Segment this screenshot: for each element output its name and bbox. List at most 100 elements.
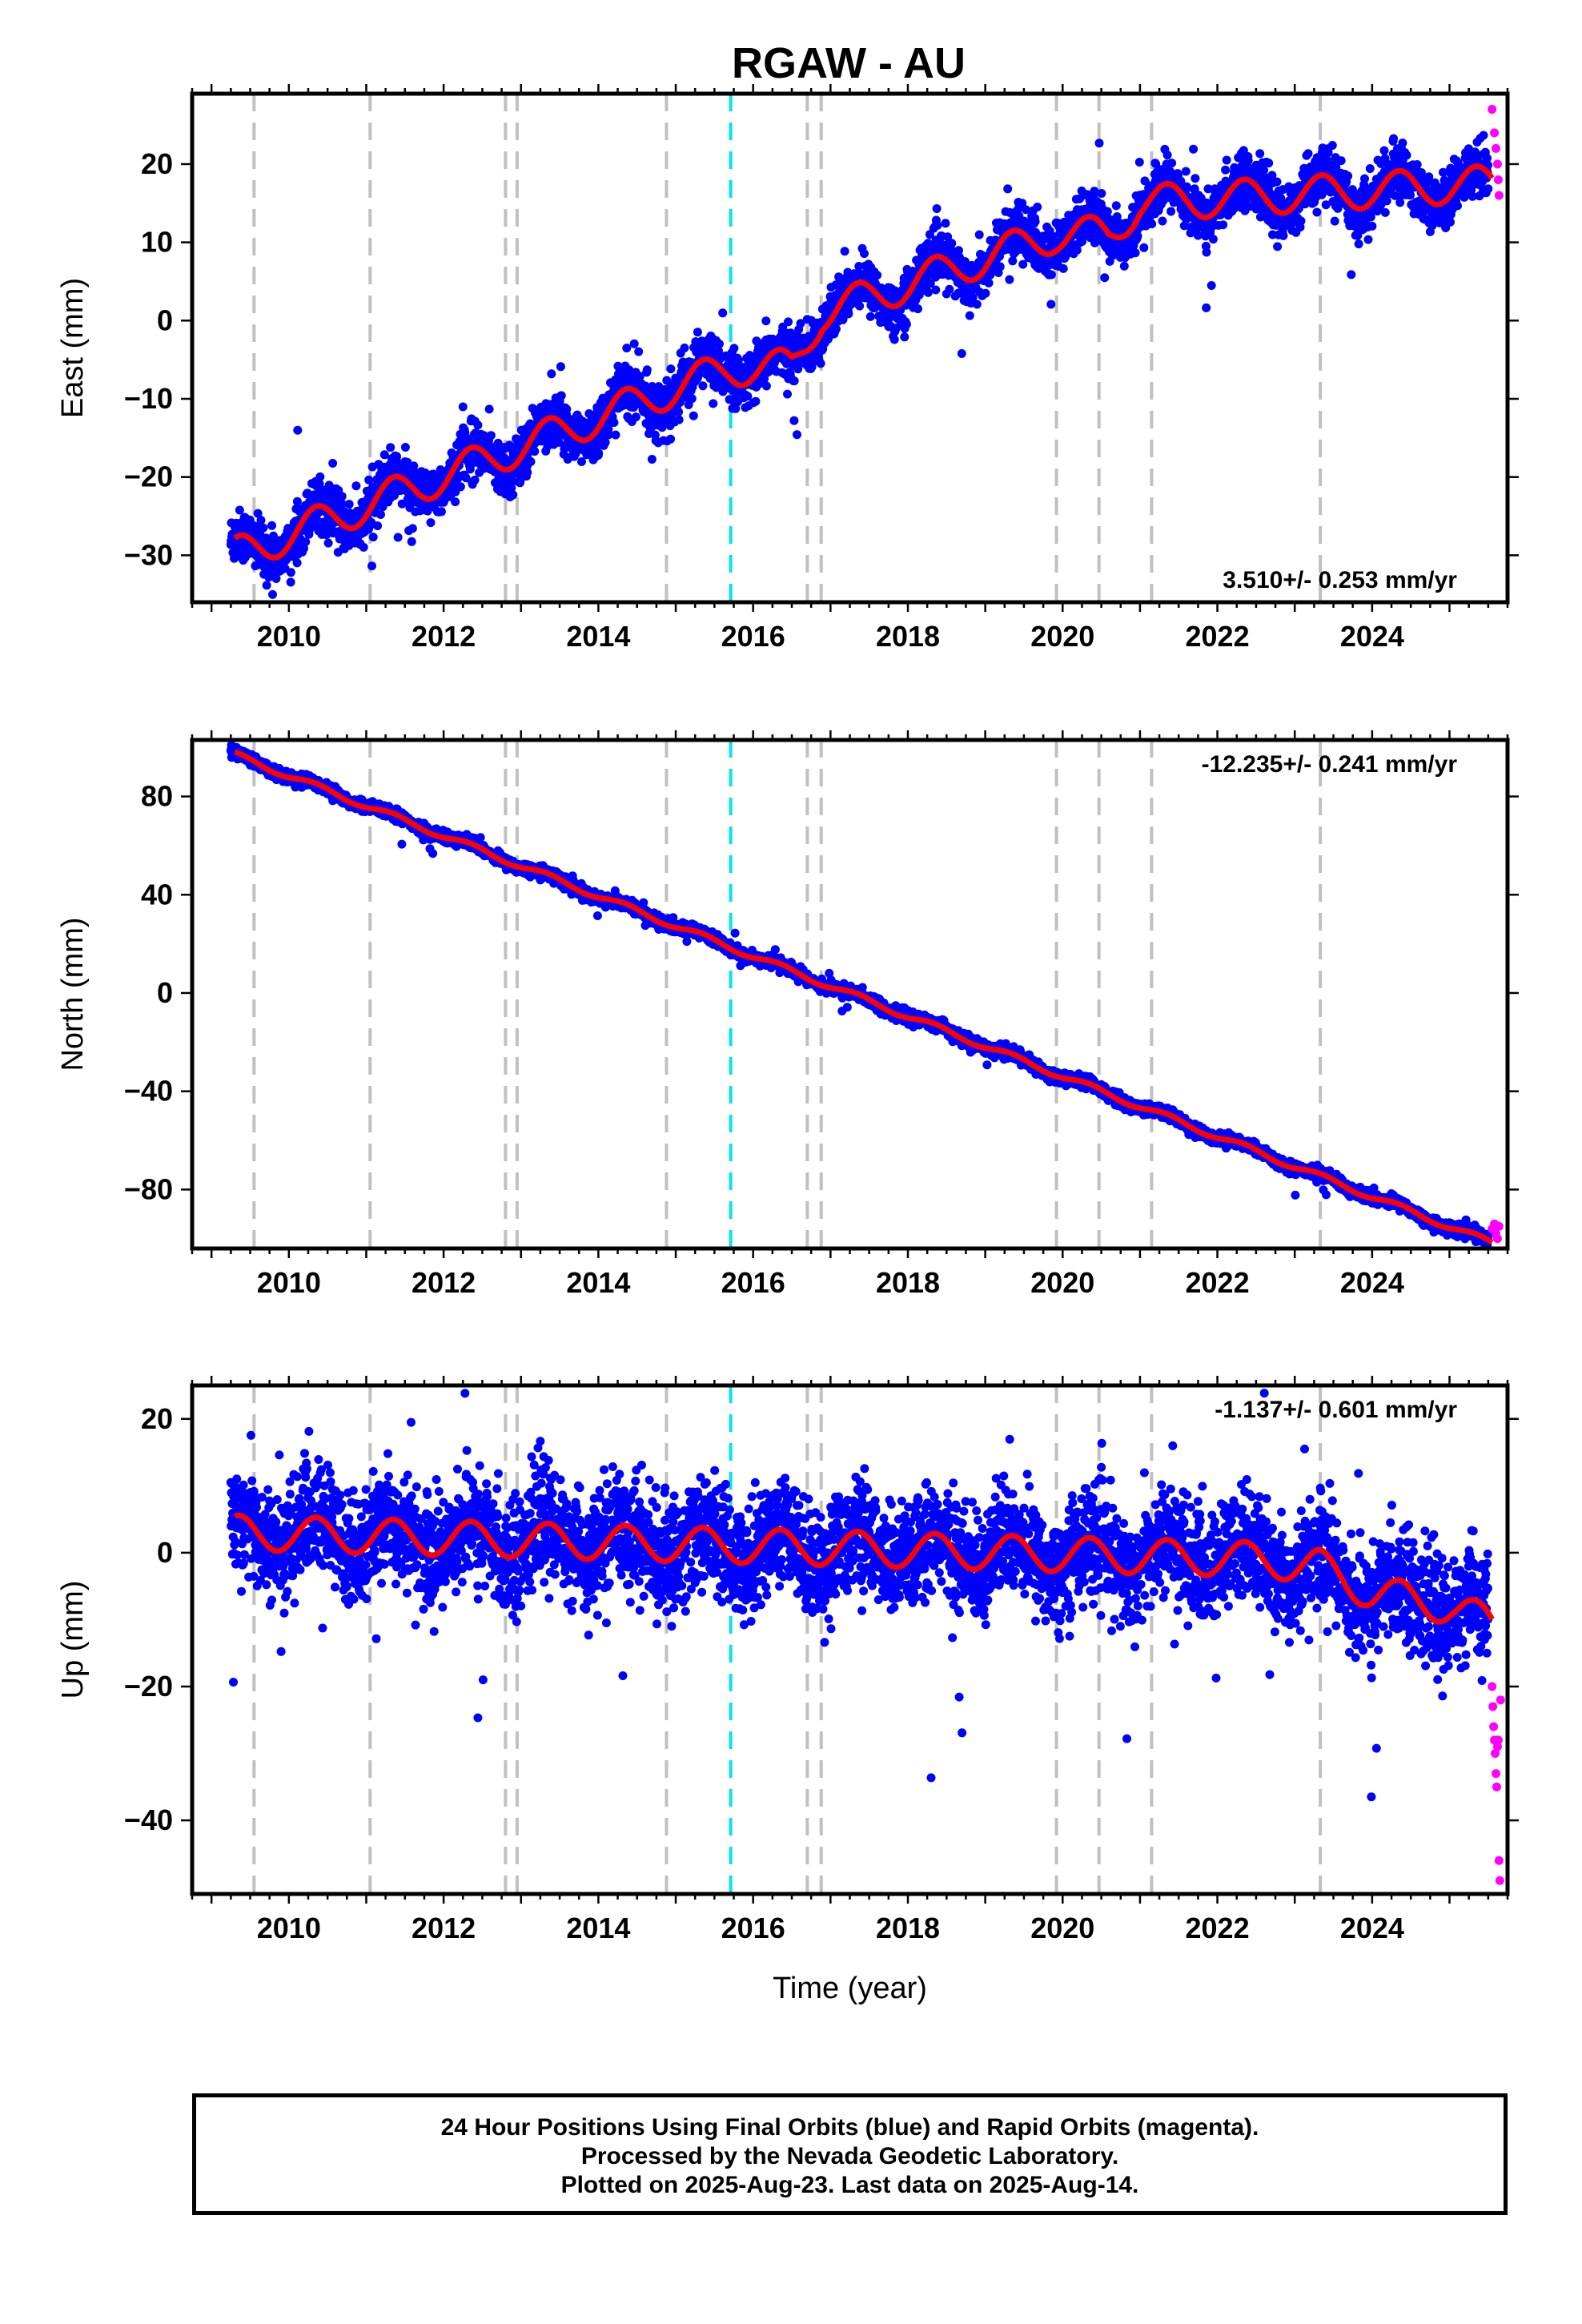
data-point bbox=[761, 381, 771, 391]
data-point bbox=[1008, 256, 1018, 266]
data-point bbox=[261, 533, 271, 543]
data-point bbox=[984, 278, 994, 287]
data-point bbox=[1221, 165, 1231, 175]
data-point bbox=[1147, 219, 1157, 229]
data-point bbox=[562, 404, 572, 414]
data-point bbox=[1446, 217, 1455, 227]
data-point bbox=[1191, 174, 1200, 183]
data-point bbox=[715, 340, 724, 348]
data-point bbox=[376, 510, 385, 519]
data-point bbox=[286, 568, 295, 577]
data-point bbox=[622, 344, 632, 353]
data-point bbox=[1097, 189, 1106, 198]
data-point bbox=[1167, 159, 1177, 168]
data-point bbox=[235, 505, 244, 515]
data-point bbox=[577, 457, 586, 466]
data-point bbox=[1398, 139, 1407, 147]
data-point bbox=[733, 356, 743, 365]
data-point bbox=[914, 291, 924, 300]
data-point bbox=[368, 533, 378, 542]
data-point bbox=[1255, 149, 1265, 159]
data-point bbox=[547, 369, 556, 379]
data-point bbox=[556, 391, 566, 400]
data-point bbox=[629, 339, 639, 348]
data-point bbox=[923, 287, 933, 297]
data-point bbox=[873, 271, 882, 280]
data-point bbox=[1046, 270, 1056, 279]
data-point bbox=[1018, 259, 1028, 269]
data-point bbox=[403, 457, 412, 467]
data-point bbox=[718, 308, 728, 318]
data-point bbox=[945, 284, 954, 294]
data-point bbox=[968, 292, 978, 302]
data-point bbox=[1402, 151, 1411, 160]
data-point bbox=[426, 518, 436, 528]
data-point bbox=[689, 411, 698, 420]
data-point bbox=[1158, 216, 1167, 226]
data-point bbox=[865, 312, 875, 321]
data-point bbox=[642, 365, 652, 375]
data-point bbox=[1111, 201, 1121, 211]
data-point bbox=[392, 452, 401, 461]
data-point bbox=[631, 412, 640, 422]
data-point bbox=[1208, 235, 1218, 244]
data-point bbox=[745, 351, 754, 360]
data-point bbox=[1395, 198, 1405, 207]
data-point bbox=[1021, 205, 1030, 215]
data-point bbox=[292, 497, 302, 506]
data-point bbox=[337, 492, 347, 501]
data-point bbox=[796, 319, 805, 328]
data-point bbox=[1133, 231, 1142, 241]
data-point bbox=[604, 430, 613, 440]
data-point bbox=[1312, 207, 1322, 217]
data-point bbox=[793, 430, 801, 440]
data-point bbox=[666, 434, 676, 444]
data-point bbox=[698, 381, 708, 391]
data-point bbox=[1058, 263, 1068, 273]
data-point bbox=[271, 574, 281, 583]
data-point bbox=[751, 396, 761, 406]
data-point bbox=[379, 450, 389, 460]
data-point bbox=[1189, 144, 1199, 154]
data-point bbox=[367, 561, 376, 571]
data-point bbox=[889, 335, 899, 344]
rapid-orbit-point bbox=[1494, 191, 1504, 200]
data-point bbox=[364, 475, 374, 485]
data-point bbox=[761, 316, 771, 326]
data-point bbox=[1367, 221, 1377, 231]
data-point bbox=[640, 381, 650, 391]
data-point bbox=[299, 544, 308, 553]
data-point bbox=[1453, 201, 1462, 211]
data-point bbox=[845, 300, 855, 310]
data-point bbox=[530, 447, 540, 456]
data-point bbox=[933, 220, 942, 230]
data-point bbox=[1327, 141, 1337, 150]
data-point bbox=[253, 509, 263, 518]
data-point bbox=[1272, 177, 1282, 187]
data-point bbox=[359, 542, 368, 552]
data-point bbox=[338, 499, 347, 509]
data-point bbox=[256, 516, 266, 525]
data-point bbox=[784, 317, 793, 327]
data-point bbox=[1389, 134, 1399, 143]
data-point bbox=[1003, 184, 1013, 194]
data-point bbox=[1354, 239, 1363, 249]
data-point bbox=[508, 490, 518, 500]
data-point bbox=[1264, 159, 1274, 168]
data-point bbox=[965, 311, 974, 320]
data-point bbox=[268, 589, 277, 599]
data-point bbox=[1279, 231, 1288, 240]
data-point bbox=[900, 332, 909, 342]
chart-title: RGAW - AU bbox=[732, 39, 966, 87]
data-point bbox=[995, 262, 1005, 271]
data-point bbox=[1380, 207, 1390, 217]
data-point bbox=[1343, 171, 1353, 181]
data-point bbox=[611, 430, 620, 440]
data-point bbox=[1219, 220, 1228, 230]
data-point bbox=[844, 309, 853, 319]
data-point bbox=[981, 288, 990, 298]
data-point bbox=[1202, 247, 1211, 257]
data-point bbox=[943, 232, 953, 242]
data-point bbox=[407, 537, 416, 546]
